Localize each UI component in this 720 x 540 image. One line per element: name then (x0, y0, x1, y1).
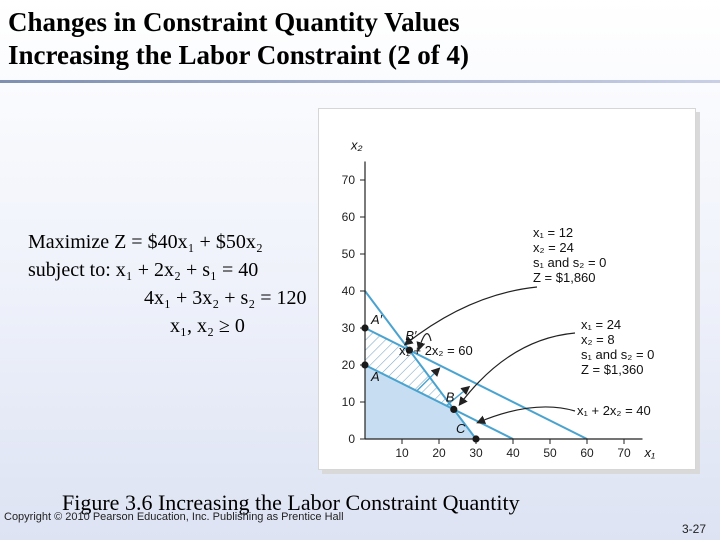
corner-point-3 (450, 405, 458, 413)
copyright-notice: Copyright © 2010 Pearson Education, Inc.… (4, 511, 344, 523)
corner-point-label: B′ (405, 328, 417, 343)
title-line-2: Increasing the Labor Constraint (2 of 4) (8, 40, 470, 70)
x-tick-label: 20 (432, 446, 446, 460)
corner-point-1 (361, 361, 369, 369)
nonnegativity-constraint: x₁, x₂ ≥ 0 (170, 315, 245, 337)
line-label-labor-40: x₁ + 2x₂ = 40 (577, 403, 651, 418)
y-tick-label: 50 (342, 247, 356, 261)
x-tick-label: 50 (543, 446, 557, 460)
pointer-arrow-bprime (403, 286, 538, 346)
shift-arrow-2 (416, 367, 441, 392)
line-label-labor-60: x₁ + 2x₂ = 60 (399, 343, 473, 358)
title-divider (0, 80, 720, 83)
corner-point-2 (361, 324, 369, 332)
annotation-bprime-line: x₁ = 12 (533, 225, 573, 240)
shift-arrow-1 (445, 385, 471, 407)
x-tick-label: 60 (580, 446, 594, 460)
annotation-b-line: Z = $1,360 (581, 362, 644, 377)
title-line-1: Changes in Constraint Quantity Values (8, 7, 460, 37)
y-tick-label: 60 (342, 210, 356, 224)
annotation-bprime-line: Z = $1,860 (533, 270, 596, 285)
figure-caption: Figure 3.6 Increasing the Labor Constrai… (62, 490, 520, 515)
pointer-arrow-labor-60 (416, 333, 432, 352)
constraint-line-1 (364, 364, 514, 440)
corner-point-4 (405, 346, 413, 354)
annotation-b-line: x₁ = 24 (581, 317, 621, 332)
constraint-chart: 10 20 30 40 50 60 70 0 10 20 30 40 50 60 70 x₁ x₂ A A′ B B′… (342, 138, 656, 461)
figure-panel: 10 20 30 40 50 60 70 0 10 20 30 40 50 60 70 x₁ x₂ A A′ B B′… (318, 108, 696, 470)
feasible-region (365, 365, 476, 439)
clay-constraint: 4x₁ + 3x₂ + s₂ = 120 (144, 287, 307, 309)
corner-point-label: B (446, 389, 455, 404)
annotation-b-line: x₂ = 8 (581, 332, 615, 347)
corner-point-label: C (456, 421, 466, 436)
corner-point-label: A (370, 369, 380, 384)
corner-point-label: A′ (370, 312, 383, 327)
y-tick-label: 70 (342, 173, 356, 187)
x-tick-label: 10 (395, 446, 409, 460)
y-tick-label: 0 (348, 432, 355, 446)
constraint-line-2 (364, 327, 588, 440)
annotation-bprime-line: s₁ and s₂ = 0 (533, 255, 606, 270)
constraint-line-3 (364, 290, 477, 440)
annotation-b-line: s₁ and s₂ = 0 (581, 347, 654, 362)
annotation-bprime-line: x₂ = 24 (533, 240, 574, 255)
x-tick-label: 70 (617, 446, 631, 460)
y-axis-label: x₂ (350, 138, 363, 153)
pointer-arrow-b (458, 332, 576, 406)
y-tick-label: 20 (342, 358, 356, 372)
corner-point-5 (472, 435, 480, 443)
pointer-arrow-labor-40 (476, 406, 576, 424)
y-tick-label: 40 (342, 284, 356, 298)
y-tick-label: 30 (342, 321, 356, 335)
slide-title: Changes in Constraint Quantity Values In… (8, 6, 648, 72)
objective-function: Maximize Z = $40x₁ + $50x₂ (28, 231, 263, 253)
x-axis-label: x₁ (644, 445, 656, 460)
y-tick-label: 10 (342, 395, 356, 409)
page-number: 3-27 (681, 522, 706, 536)
expanded-feasible-region (365, 328, 454, 410)
x-tick-label: 30 (469, 446, 483, 460)
x-tick-label: 40 (506, 446, 520, 460)
labor-constraint: subject to: x₁ + 2x₂ + s₁ = 40 (28, 259, 259, 281)
